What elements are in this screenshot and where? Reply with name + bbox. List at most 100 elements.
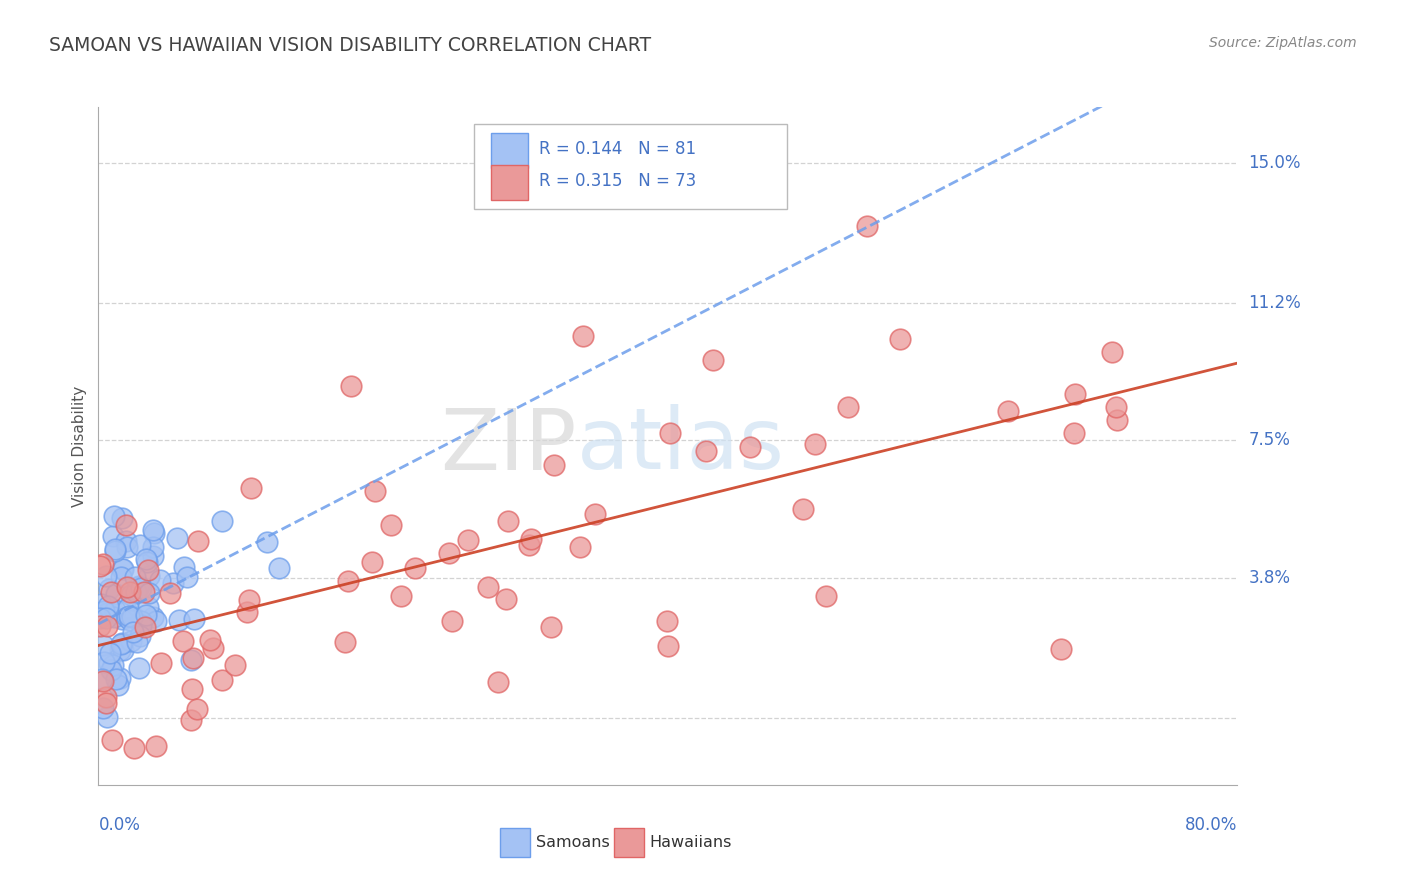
Point (583, 507, 606, 521)
Point (440, 614, 463, 628)
Point (1063, 426, 1085, 441)
Point (142, 540, 165, 554)
Point (198, 632, 221, 647)
Point (889, 332, 911, 346)
Point (104, 602, 127, 616)
Point (695, 444, 717, 458)
Point (104, 541, 127, 556)
Point (240, 481, 263, 495)
Point (657, 639, 679, 653)
Point (117, 601, 139, 615)
Text: 15.0%: 15.0% (1249, 153, 1301, 171)
Point (103, 657, 125, 672)
Point (540, 620, 562, 634)
Text: Samoans: Samoans (536, 835, 609, 850)
Point (135, 552, 157, 566)
Point (336, 574, 359, 589)
Point (112, 643, 135, 657)
Point (120, 589, 142, 603)
Point (145, 614, 167, 628)
Point (128, 661, 150, 675)
Point (89, 611, 111, 625)
Y-axis label: Vision Disability: Vision Disability (72, 385, 87, 507)
Point (211, 673, 233, 687)
Point (101, 529, 124, 543)
Point (115, 533, 138, 548)
Point (404, 561, 426, 575)
Text: 3.8%: 3.8% (1249, 568, 1291, 587)
Point (111, 636, 134, 650)
Point (138, 585, 160, 599)
Point (142, 609, 165, 624)
Point (108, 642, 131, 657)
Point (110, 637, 132, 651)
Point (105, 673, 128, 687)
Point (202, 641, 225, 656)
Point (738, 441, 761, 455)
Text: ZIP: ZIP (440, 404, 576, 488)
Point (837, 400, 859, 414)
Text: 7.5%: 7.5% (1249, 432, 1291, 450)
Point (108, 671, 131, 685)
Point (172, 634, 194, 648)
Point (236, 605, 259, 619)
Point (571, 329, 593, 343)
Point (91, 701, 114, 715)
Point (124, 570, 146, 584)
Point (804, 437, 827, 451)
Point (1105, 401, 1128, 415)
Point (110, 570, 132, 584)
Point (132, 584, 155, 599)
Point (181, 682, 204, 697)
Point (89, 619, 111, 633)
FancyBboxPatch shape (501, 829, 530, 857)
Point (655, 615, 678, 629)
Point (97, 599, 120, 613)
Point (100, 663, 122, 677)
Point (1063, 387, 1085, 401)
Point (145, 739, 167, 754)
Point (1049, 641, 1071, 656)
Point (335, 635, 357, 649)
Point (93, 656, 115, 670)
Point (93, 603, 115, 617)
Point (117, 540, 139, 554)
Point (129, 538, 152, 552)
Point (183, 612, 205, 626)
FancyBboxPatch shape (474, 124, 787, 209)
Point (104, 543, 127, 558)
Point (496, 514, 519, 528)
Point (519, 532, 541, 546)
Point (127, 580, 149, 594)
Point (183, 650, 205, 665)
FancyBboxPatch shape (491, 165, 527, 200)
Point (136, 555, 159, 569)
Point (136, 563, 159, 577)
Point (89, 559, 111, 574)
Point (997, 403, 1019, 417)
Point (856, 219, 879, 233)
Point (98, 646, 121, 660)
Point (180, 653, 202, 667)
Point (134, 620, 156, 634)
Point (364, 483, 387, 498)
Point (129, 629, 152, 643)
Point (129, 617, 152, 632)
Point (569, 540, 592, 554)
Point (118, 585, 141, 599)
Point (90, 597, 112, 611)
Point (340, 379, 363, 393)
Point (162, 575, 184, 590)
Point (159, 586, 181, 600)
Text: atlas: atlas (576, 404, 785, 488)
Point (238, 593, 260, 607)
Text: 0.0%: 0.0% (98, 815, 141, 833)
Point (169, 613, 191, 627)
Point (702, 353, 724, 368)
Point (128, 578, 150, 592)
Point (91, 558, 114, 572)
Point (457, 533, 479, 547)
Point (111, 562, 134, 576)
Point (122, 624, 145, 639)
Point (792, 502, 814, 516)
